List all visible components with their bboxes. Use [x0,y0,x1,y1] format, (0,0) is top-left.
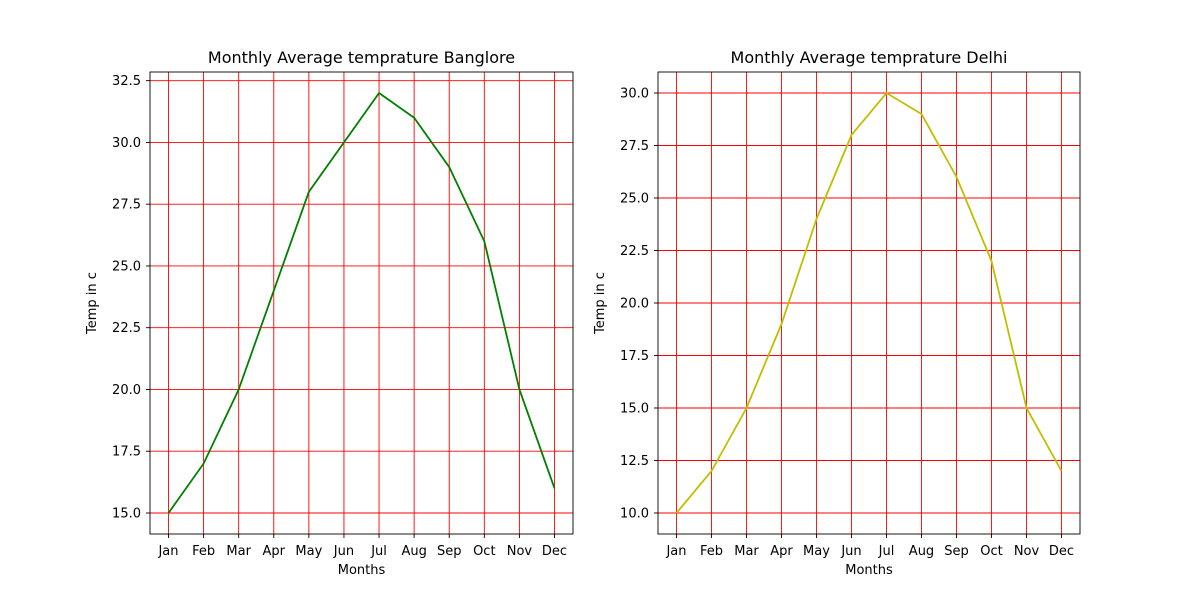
y-tick-label: 22.5 [620,244,649,259]
x-tick-label: Sep [437,544,462,559]
y-tick-label: 27.5 [112,198,141,213]
x-tick-label: Apr [770,544,793,559]
x-tick-label: Feb [700,544,723,559]
y-tick-label: 15.0 [112,507,141,522]
x-tick-label: Jan [665,544,686,559]
y-tick-label: 12.5 [620,454,649,469]
y-tick-label: 27.5 [620,139,649,154]
x-tick-label: Aug [401,544,426,559]
y-tick-label: 30.0 [112,136,141,151]
chart-title: Monthly Average temprature Delhi [731,48,1008,67]
x-axis-label: Months [845,563,893,578]
y-tick-label: 20.0 [112,383,141,398]
y-ticks: 10.0 12.5 15.0 17.5 20.0 22.5 25.0 27.5 30.0 [620,87,658,522]
x-tick-label: Jul [878,544,895,559]
chart-title: Monthly Average temprature Banglore [208,48,515,67]
x-axis-label: Months [338,563,386,578]
y-tick-label: 25.0 [112,259,141,274]
x-tick-label: Jan [157,544,178,559]
x-tick-label: Aug [909,544,934,559]
y-tick-label: 10.0 [620,507,649,522]
y-tick-label: 30.0 [620,87,649,102]
x-tick-label: Oct [980,544,1002,559]
y-tick-label: 15.0 [620,402,649,417]
x-tick-label: Nov [507,544,533,559]
y-tick-label: 22.5 [112,321,141,336]
x-tick-label: Oct [473,544,495,559]
x-tick-label: Jun [840,544,861,559]
chart-banglore: Jan Feb Mar Apr May Jun Jul Aug Sep Oct Nov Dec 15.… [85,48,574,578]
x-tick-label: Apr [263,544,286,559]
x-tick-label: Jul [370,544,387,559]
y-axis-label: Temp in c [85,272,100,335]
x-ticks: Jan Feb Mar Apr May Jun Jul Aug Sep Oct Nov Dec [157,534,567,559]
grid-lines [658,72,1080,534]
y-tick-label: 20.0 [620,297,649,312]
x-tick-label: Dec [542,544,567,559]
x-tick-label: Mar [734,544,759,559]
y-ticks: 15.0 17.5 20.0 22.5 25.0 27.5 30.0 32.5 [112,74,150,522]
x-tick-label: Nov [1014,544,1040,559]
x-ticks: Jan Feb Mar Apr May Jun Jul Aug Sep Oct Nov Dec [665,534,1074,559]
x-tick-label: Sep [944,544,969,559]
grid-lines [150,72,573,534]
x-tick-label: May [295,544,322,559]
x-tick-label: Jun [333,544,354,559]
chart-delhi: Jan Feb Mar Apr May Jun Jul Aug Sep Oct Nov Dec 10.… [593,48,1081,578]
y-tick-label: 32.5 [112,74,141,89]
series-line-delhi [675,91,1063,514]
y-tick-label: 17.5 [620,349,649,364]
y-tick-label: 17.5 [112,445,141,460]
x-tick-label: Dec [1049,544,1074,559]
y-tick-label: 25.0 [620,192,649,207]
x-tick-label: Feb [192,544,215,559]
series-line-banglore [167,91,556,514]
axes-frame [149,71,574,535]
x-tick-label: May [803,544,830,559]
y-axis-label: Temp in c [593,272,608,335]
x-tick-label: Mar [226,544,251,559]
